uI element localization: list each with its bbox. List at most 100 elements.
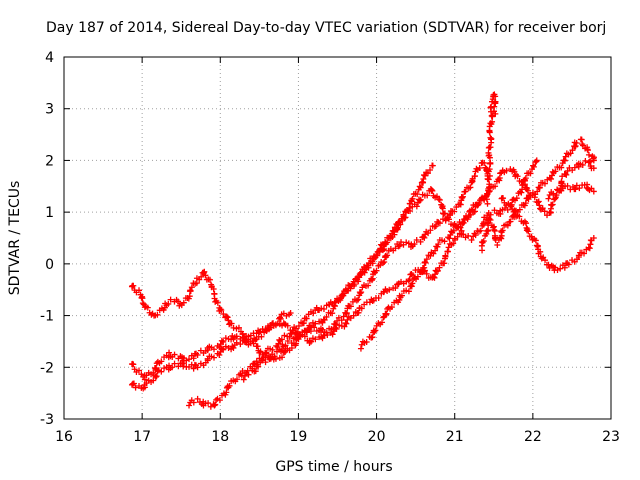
- data-point: [347, 303, 354, 310]
- data-point: [321, 316, 328, 323]
- data-point: [497, 210, 504, 217]
- data-point: [494, 241, 501, 248]
- data-point: [139, 300, 146, 307]
- data-point: [534, 188, 541, 195]
- data-point: [545, 261, 552, 268]
- data-point: [204, 357, 211, 364]
- data-point: [541, 180, 548, 187]
- data-point: [458, 227, 465, 234]
- y-tick-label: 0: [45, 257, 54, 273]
- data-point: [417, 184, 424, 191]
- data-point: [564, 167, 571, 174]
- data-point: [171, 351, 178, 358]
- data-point: [252, 368, 259, 375]
- data-point: [355, 309, 362, 316]
- data-point: [424, 170, 431, 177]
- data-point: [550, 190, 557, 197]
- data-point: [337, 297, 344, 304]
- data-point: [492, 93, 499, 100]
- data-point: [220, 346, 227, 353]
- data-point: [245, 371, 252, 378]
- data-point: [312, 336, 319, 343]
- data-point: [256, 329, 263, 336]
- data-point: [441, 238, 448, 245]
- data-point: [416, 197, 423, 204]
- data-point: [554, 266, 561, 273]
- data-point: [379, 319, 386, 326]
- data-point: [561, 264, 568, 271]
- data-point: [373, 267, 380, 274]
- data-point: [460, 219, 467, 226]
- data-point: [295, 323, 302, 330]
- data-point: [522, 200, 529, 207]
- data-point: [576, 185, 583, 192]
- data-point: [518, 189, 525, 196]
- data-point: [516, 213, 523, 220]
- data-point: [407, 207, 414, 214]
- data-point: [548, 175, 555, 182]
- data-point: [480, 238, 487, 245]
- data-point: [165, 300, 172, 307]
- data-point: [303, 329, 310, 336]
- data-point: [288, 331, 295, 338]
- data-point: [250, 340, 257, 347]
- data-point: [513, 195, 520, 202]
- y-tick-label: -1: [40, 309, 54, 325]
- data-point: [254, 343, 261, 350]
- data-point: [194, 352, 201, 359]
- data-point: [421, 234, 428, 241]
- data-point: [503, 167, 510, 174]
- data-point: [461, 216, 468, 223]
- data-point: [460, 231, 467, 238]
- data-point: [167, 296, 174, 303]
- data-point: [567, 150, 574, 157]
- data-point: [202, 272, 209, 279]
- data-point: [329, 331, 336, 338]
- data-point: [212, 401, 219, 408]
- data-point: [386, 286, 393, 293]
- data-point: [527, 170, 534, 177]
- data-point: [228, 320, 235, 327]
- data-point: [278, 336, 285, 343]
- data-point: [320, 305, 327, 312]
- data-point: [539, 205, 546, 212]
- data-point: [512, 208, 519, 215]
- data-point: [363, 266, 370, 273]
- data-point: [542, 257, 549, 264]
- data-point: [563, 171, 570, 178]
- data-point: [454, 233, 461, 240]
- data-point: [504, 206, 511, 213]
- data-point: [220, 338, 227, 345]
- data-point: [350, 312, 357, 319]
- data-point: [561, 157, 568, 164]
- data-point: [511, 168, 518, 175]
- data-point: [590, 165, 597, 172]
- data-point: [340, 292, 347, 299]
- data-point: [358, 289, 365, 296]
- data-point: [430, 250, 437, 257]
- data-point: [357, 345, 364, 352]
- data-point: [436, 264, 443, 271]
- data-point: [334, 317, 341, 324]
- data-point: [434, 243, 441, 250]
- data-point: [216, 397, 223, 404]
- data-point: [441, 210, 448, 217]
- data-point: [144, 304, 151, 311]
- data-point: [536, 184, 543, 191]
- data-point: [558, 178, 565, 185]
- data-point: [333, 326, 340, 333]
- data-point: [422, 259, 429, 266]
- data-point: [253, 358, 260, 365]
- data-point: [392, 245, 399, 252]
- data-point: [488, 112, 495, 119]
- data-point: [530, 162, 537, 169]
- data-point: [590, 157, 597, 164]
- data-point: [331, 299, 338, 306]
- data-point: [507, 201, 514, 208]
- data-point: [468, 237, 475, 243]
- data-point: [408, 198, 415, 205]
- data-point: [467, 211, 474, 218]
- data-point: [204, 347, 211, 354]
- data-point: [525, 228, 532, 235]
